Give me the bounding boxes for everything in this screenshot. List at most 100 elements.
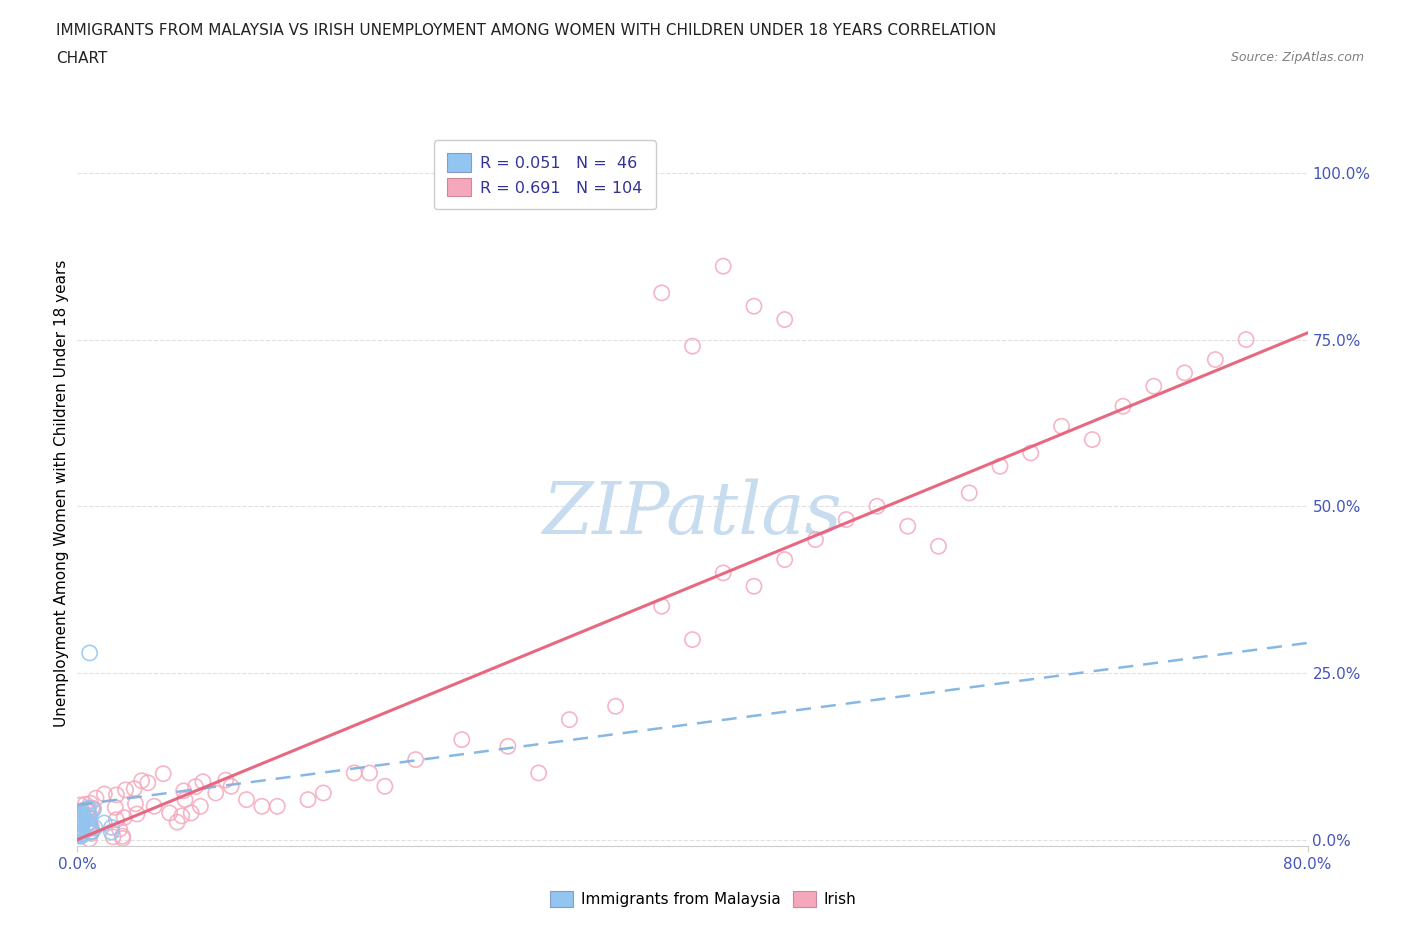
Point — [112, 810, 135, 825]
Point — [131, 773, 153, 788]
Point — [75, 797, 97, 812]
Point — [159, 805, 181, 820]
Point — [66, 825, 89, 840]
Point — [105, 788, 128, 803]
Point — [70, 829, 93, 844]
Text: Source: ZipAtlas.com: Source: ZipAtlas.com — [1230, 51, 1364, 64]
Point — [204, 786, 226, 801]
Point — [69, 828, 91, 843]
Point — [1019, 445, 1042, 460]
Point — [79, 820, 101, 835]
Point — [266, 799, 288, 814]
Point — [79, 825, 101, 840]
Point — [125, 806, 148, 821]
Point — [80, 824, 103, 839]
Point — [77, 816, 100, 830]
Point — [804, 532, 827, 547]
Point — [69, 797, 91, 812]
Point — [114, 782, 136, 797]
Point — [1174, 365, 1197, 380]
Point — [1050, 418, 1073, 433]
Point — [73, 808, 96, 823]
Point — [80, 819, 103, 834]
Point — [67, 825, 90, 840]
Point — [70, 803, 93, 817]
Point — [66, 822, 89, 837]
Point — [69, 813, 91, 828]
Point — [79, 821, 101, 836]
Point — [80, 824, 103, 839]
Point — [897, 519, 920, 534]
Point — [250, 799, 273, 814]
Point — [70, 817, 93, 832]
Point — [711, 259, 734, 273]
Point — [742, 578, 765, 593]
Point — [69, 829, 91, 844]
Point — [866, 498, 889, 513]
Point — [988, 458, 1011, 473]
Point — [79, 817, 101, 832]
Point — [67, 814, 90, 829]
Point — [69, 807, 91, 822]
Point — [100, 820, 122, 835]
Point — [76, 816, 98, 830]
Point — [184, 779, 207, 794]
Point — [143, 799, 166, 814]
Point — [773, 552, 796, 567]
Point — [70, 822, 93, 837]
Point — [67, 817, 90, 831]
Point — [76, 809, 98, 824]
Point — [67, 826, 90, 841]
Text: ZIPatlas: ZIPatlas — [543, 479, 842, 550]
Point — [835, 512, 858, 527]
Point — [79, 796, 101, 811]
Point — [69, 808, 91, 823]
Point — [312, 786, 335, 801]
Text: IMMIGRANTS FROM MALAYSIA VS IRISH UNEMPLOYMENT AMONG WOMEN WITH CHILDREN UNDER 1: IMMIGRANTS FROM MALAYSIA VS IRISH UNEMPL… — [56, 23, 997, 38]
Point — [76, 802, 98, 817]
Point — [70, 818, 93, 833]
Point — [69, 811, 91, 826]
Point — [450, 732, 472, 747]
Point — [297, 792, 319, 807]
Point — [69, 816, 91, 830]
Point — [742, 299, 765, 313]
Point — [173, 783, 195, 798]
Point — [66, 819, 89, 834]
Point — [77, 804, 100, 819]
Point — [180, 805, 202, 820]
Point — [219, 778, 242, 793]
Point — [1143, 379, 1166, 393]
Point — [773, 312, 796, 327]
Point — [67, 809, 90, 824]
Point — [191, 775, 214, 790]
Point — [80, 826, 103, 841]
Point — [682, 632, 704, 647]
Point — [70, 827, 93, 842]
Point — [166, 815, 188, 830]
Point — [682, 339, 704, 353]
Point — [170, 808, 193, 823]
Point — [70, 820, 93, 835]
Point — [69, 814, 91, 829]
Point — [69, 827, 91, 842]
Point — [235, 792, 257, 807]
Point — [359, 765, 381, 780]
Point — [558, 712, 581, 727]
Point — [69, 812, 91, 827]
Point — [67, 820, 90, 835]
Point — [72, 815, 94, 830]
Point — [69, 816, 91, 830]
Point — [1234, 332, 1257, 347]
Legend: R = 0.051   N =  46, R = 0.691   N = 104: R = 0.051 N = 46, R = 0.691 N = 104 — [434, 140, 655, 209]
Point — [957, 485, 980, 500]
Point — [67, 806, 90, 821]
Legend: Immigrants from Malaysia, Irish: Immigrants from Malaysia, Irish — [544, 884, 862, 913]
Point — [111, 831, 134, 846]
Point — [93, 816, 115, 830]
Point — [70, 824, 93, 839]
Point — [374, 778, 396, 793]
Point — [122, 781, 145, 796]
Point — [76, 804, 98, 818]
Point — [405, 752, 427, 767]
